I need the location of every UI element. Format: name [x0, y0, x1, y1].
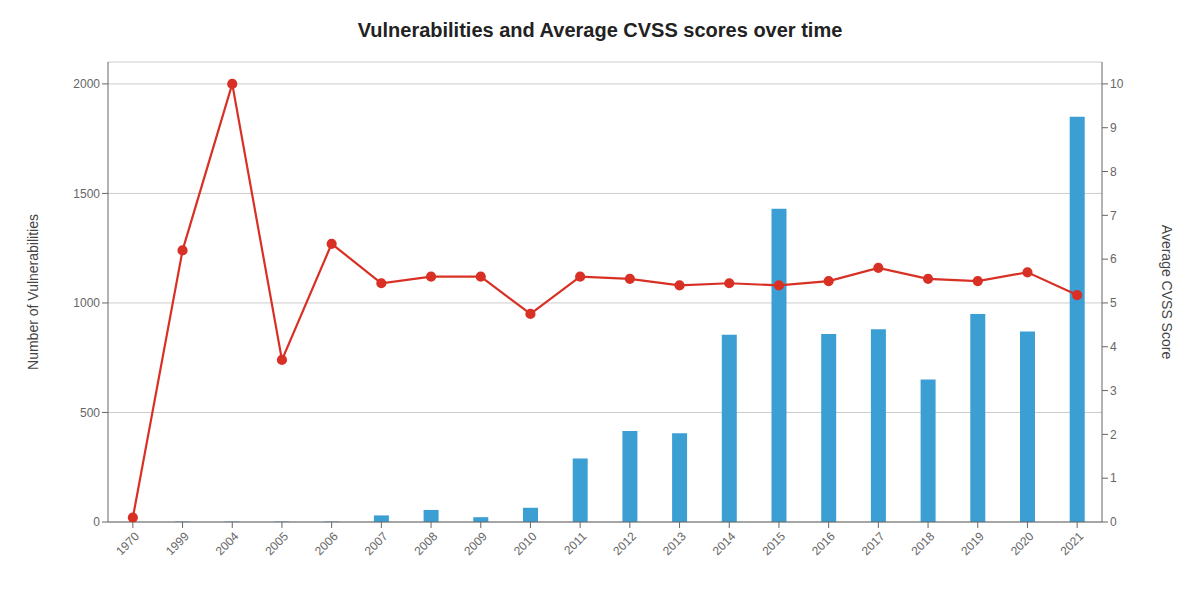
- svg-text:2008: 2008: [411, 529, 440, 558]
- svg-text:2005: 2005: [262, 529, 291, 558]
- svg-text:2010: 2010: [511, 529, 540, 558]
- svg-text:2009: 2009: [461, 529, 490, 558]
- svg-text:2006: 2006: [312, 529, 341, 558]
- svg-text:1970: 1970: [113, 529, 142, 558]
- svg-text:8: 8: [1110, 165, 1117, 179]
- svg-text:0: 0: [1110, 515, 1117, 529]
- svg-text:1500: 1500: [73, 187, 100, 201]
- svg-text:2019: 2019: [958, 529, 987, 558]
- svg-text:4: 4: [1110, 340, 1117, 354]
- svg-text:2007: 2007: [362, 529, 391, 558]
- svg-text:2014: 2014: [710, 529, 739, 558]
- svg-text:2: 2: [1110, 428, 1117, 442]
- svg-text:2016: 2016: [809, 529, 838, 558]
- svg-text:2011: 2011: [561, 529, 589, 557]
- svg-text:Average CVSS Score: Average CVSS Score: [1159, 225, 1175, 360]
- svg-text:2004: 2004: [213, 529, 242, 558]
- svg-text:9: 9: [1110, 121, 1117, 135]
- svg-text:2021: 2021: [1058, 529, 1087, 558]
- svg-text:2013: 2013: [660, 529, 689, 558]
- svg-text:2020: 2020: [1008, 529, 1037, 558]
- svg-text:7: 7: [1110, 209, 1117, 223]
- svg-text:2012: 2012: [610, 529, 639, 558]
- svg-text:2000: 2000: [73, 77, 100, 91]
- svg-text:6: 6: [1110, 252, 1117, 266]
- svg-text:0: 0: [93, 515, 100, 529]
- svg-text:1999: 1999: [163, 529, 192, 558]
- svg-text:1000: 1000: [73, 296, 100, 310]
- html-text:Vulnerabilities and Average CV: Vulnerabilities and Average CVSS scores …: [357, 19, 843, 41]
- svg-text:Number of Vulnerabilities: Number of Vulnerabilities: [25, 214, 41, 370]
- svg-text:1: 1: [1110, 471, 1117, 485]
- svg-text:10: 10: [1110, 77, 1124, 91]
- svg-text:2017: 2017: [859, 529, 888, 558]
- svg-text:2018: 2018: [908, 529, 937, 558]
- svg-text:500: 500: [80, 406, 100, 420]
- svg-text:2015: 2015: [759, 529, 788, 558]
- svg-text:3: 3: [1110, 384, 1117, 398]
- svg-text:5: 5: [1110, 296, 1117, 310]
